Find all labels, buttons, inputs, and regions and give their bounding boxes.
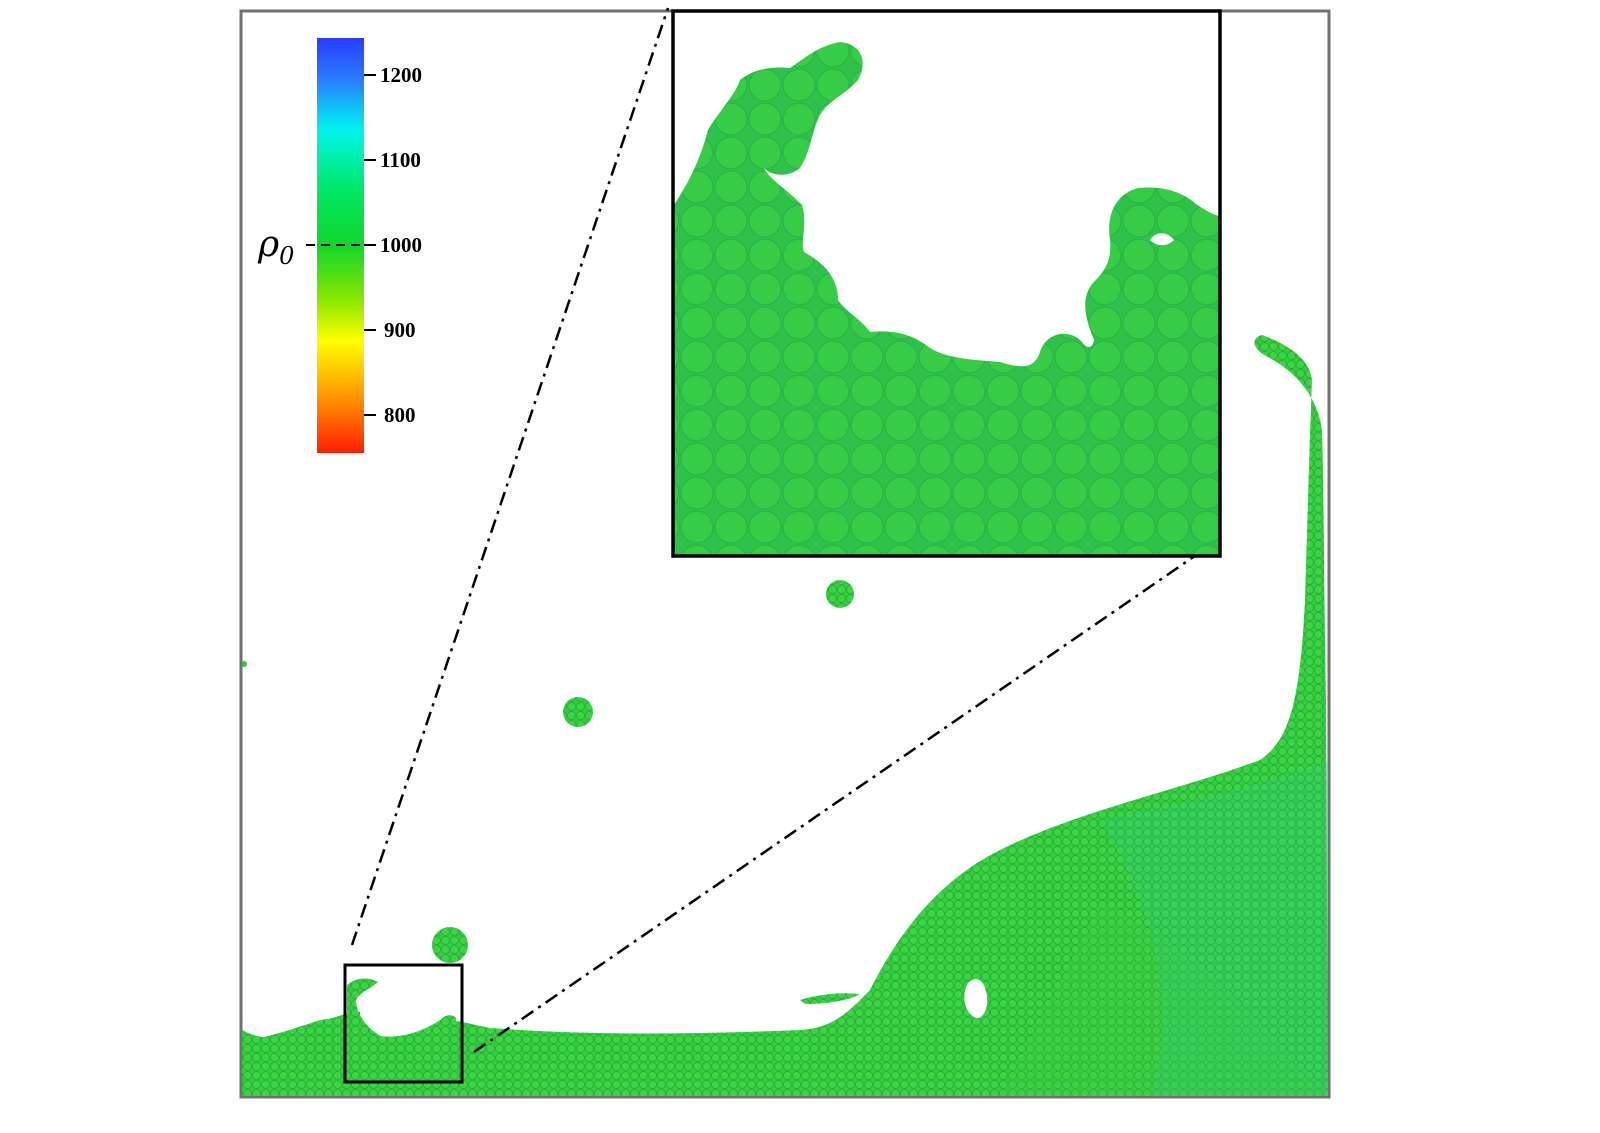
zoom-source-box — [343, 963, 464, 1084]
colorbar-tick-label: 1100 — [380, 148, 421, 172]
reference-density-symbol: ρ0 — [257, 224, 294, 270]
colorbar-tick-label: 1000 — [380, 233, 422, 257]
droplet — [563, 697, 593, 727]
colorbar-tick-label: 900 — [384, 318, 416, 342]
leader-line-right — [473, 538, 1219, 1054]
colorbar-tick-label: 800 — [384, 403, 416, 427]
droplet — [432, 927, 468, 963]
droplet — [242, 661, 247, 667]
fluid-body — [242, 335, 1328, 1096]
colorbar-tick-label: 1200 — [380, 63, 422, 87]
colorbar-ticks: 1200 1100 1000 900 800 — [364, 63, 422, 427]
zoom-inset-frame — [671, 9, 1222, 558]
zoom-inset — [671, 9, 1222, 558]
leader-line-left — [350, 7, 670, 946]
droplet — [826, 580, 854, 608]
air-pocket — [964, 979, 988, 1019]
colorbar: 1200 1100 1000 900 800 ρ0 — [257, 38, 422, 453]
